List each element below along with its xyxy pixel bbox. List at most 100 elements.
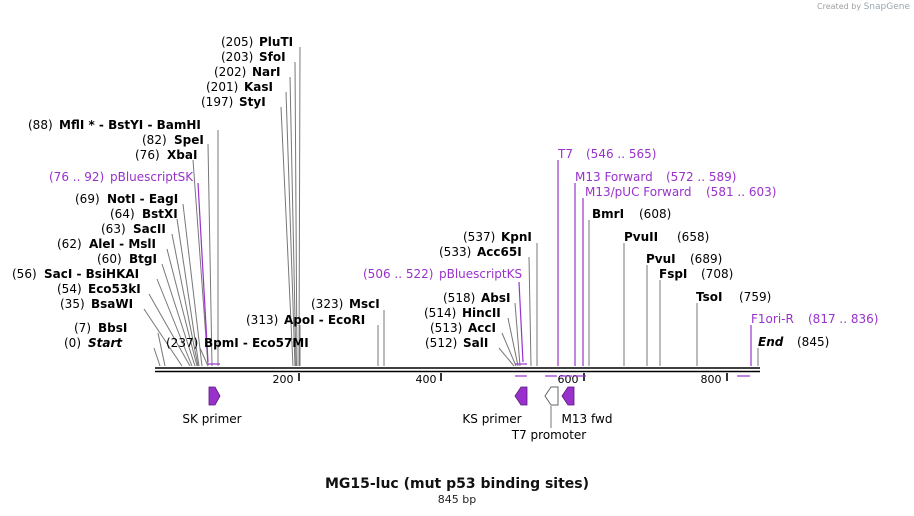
feature-labels: (76 .. 92) pBluescriptSK (506 .. 522) pBlu… xyxy=(49,147,878,326)
site-connector-lines xyxy=(143,46,759,367)
feature-name: M13/pUC Forward xyxy=(585,185,692,199)
feature-m13-forward: M13 Forward (572 .. 589) xyxy=(575,170,736,184)
site-pos: (512) xyxy=(425,336,457,350)
site-pos: (533) xyxy=(439,245,471,259)
m13-fwd-label: M13 fwd xyxy=(562,412,613,426)
site-name: SacII xyxy=(133,222,166,236)
site-pos: (237) xyxy=(166,336,198,350)
site-pos: (62) xyxy=(57,237,82,251)
feature-range: (546 .. 565) xyxy=(586,147,656,161)
site-name: BtgI xyxy=(129,252,157,266)
site-name: TsoI xyxy=(696,290,722,304)
site-pos: (197) xyxy=(201,95,233,109)
site-tsoi: TsoI (759) xyxy=(696,290,771,304)
site-name: XbaI xyxy=(167,148,197,162)
feature-pbluescriptsk: (76 .. 92) pBluescriptSK xyxy=(49,170,194,184)
site-pos: (759) xyxy=(739,290,771,304)
site-pos: (54) xyxy=(57,282,82,296)
site-name: BstXI xyxy=(142,207,178,221)
sk-primer-label: SK primer xyxy=(182,412,241,426)
feature-range: (506 .. 522) xyxy=(363,267,433,281)
site-pos: (513) xyxy=(430,321,462,335)
site-name: SpeI xyxy=(174,133,204,147)
site-pos: (76) xyxy=(135,148,160,162)
site-name: Eco53kI xyxy=(88,282,141,296)
plasmid-linear-map: 200 400 600 800 xyxy=(12,35,878,442)
sk-primer-arrow[interactable] xyxy=(208,386,221,406)
site-bmri: BmrI (608) xyxy=(592,207,671,221)
feature-range: (581 .. 603) xyxy=(706,185,776,199)
site-noti: (69) NotI - EagI xyxy=(75,192,178,206)
site-pos: (205) xyxy=(221,35,253,49)
ks-primer-arrow[interactable] xyxy=(514,386,528,406)
ruler-label-600: 600 xyxy=(558,373,579,386)
site-name: MflI * - BstYI - BamHI xyxy=(59,118,201,132)
ruler-label-400: 400 xyxy=(416,373,437,386)
site-name: BbsI xyxy=(98,321,127,335)
site-sali: (512) SalI xyxy=(425,336,488,350)
site-name: ApoI - EcoRI xyxy=(284,313,365,327)
site-absi: (518) AbsI xyxy=(443,291,510,305)
site-name: AccI xyxy=(468,321,496,335)
site-name: KasI xyxy=(244,80,273,94)
site-pos: (88) xyxy=(28,118,53,132)
site-bstxi: (64) BstXI xyxy=(110,207,178,221)
feature-name: pBluescriptKS xyxy=(439,267,522,281)
snapgene-credit: Created by SnapGene xyxy=(817,2,910,12)
site-name: NarI xyxy=(252,65,281,79)
site-pos: (313) xyxy=(246,313,278,327)
site-pos: (658) xyxy=(677,230,709,244)
ruler-label-200: 200 xyxy=(273,373,294,386)
site-kpni: (537) KpnI xyxy=(463,230,532,244)
t7-promoter-label: T7 promoter xyxy=(511,428,587,442)
site-bbsi: (7) BbsI xyxy=(74,321,127,335)
feature-name: M13 Forward xyxy=(575,170,653,184)
site-eco53ki: (54) Eco53kI xyxy=(57,282,141,296)
site-spei: (82) SpeI xyxy=(142,133,204,147)
credit-prefix: Created by xyxy=(817,2,862,11)
site-name: SalI xyxy=(463,336,488,350)
site-pos: (845) xyxy=(797,335,829,349)
feature-pbluescriptks: (506 .. 522) pBluescriptKS xyxy=(363,267,522,281)
ruler-label-800: 800 xyxy=(701,373,722,386)
feature-m13-puc-forward: M13/pUC Forward (581 .. 603) xyxy=(585,185,776,199)
site-end: End (845) xyxy=(758,335,829,349)
feature-t7: T7 (546 .. 565) xyxy=(557,147,656,161)
feature-name: pBluescriptSK xyxy=(110,170,194,184)
site-name: Start xyxy=(88,336,123,350)
site-msci: (323) MscI xyxy=(311,297,380,311)
feature-f1ori-r: F1ori-R (817 .. 836) xyxy=(751,312,878,326)
ks-primer-label: KS primer xyxy=(462,412,521,426)
site-name: PvuII xyxy=(624,230,658,244)
site-name: Acc65I xyxy=(477,245,522,259)
site-name: KpnI xyxy=(501,230,532,244)
site-fspi: FspI (708) xyxy=(659,267,733,281)
site-pos: (0) xyxy=(64,336,81,350)
site-pos: (69) xyxy=(75,192,100,206)
site-saci: (56) SacI - BsiHKAI xyxy=(12,267,139,281)
site-pos: (82) xyxy=(142,133,167,147)
site-name: NotI - EagI xyxy=(107,192,178,206)
site-xbai: (76) XbaI xyxy=(135,148,197,162)
site-alei: (62) AleI - MslI xyxy=(57,237,156,251)
site-name: BmrI xyxy=(592,207,624,221)
site-nari: (202) NarI xyxy=(214,65,281,79)
feature-range: (572 .. 589) xyxy=(666,170,736,184)
site-btgi: (60) BtgI xyxy=(97,252,157,266)
feature-range: (817 .. 836) xyxy=(808,312,878,326)
sequence-length: 845 bp xyxy=(437,493,477,506)
m13-fwd-arrow[interactable] xyxy=(561,386,575,406)
site-name: End xyxy=(758,335,784,349)
site-hincii: (514) HincII xyxy=(424,306,501,320)
site-start: (0) Start xyxy=(64,336,123,350)
site-pos: (203) xyxy=(221,50,253,64)
feature-name: T7 xyxy=(557,147,573,161)
t7-promoter-arrow[interactable] xyxy=(544,386,559,406)
map-title: MG15-luc (mut p53 binding sites) xyxy=(324,476,590,492)
site-pos: (56) xyxy=(12,267,37,281)
site-pos: (7) xyxy=(74,321,91,335)
site-sfoi: (203) SfoI xyxy=(221,50,286,64)
site-name: BsaWI xyxy=(91,297,133,311)
site-pvuii: PvuII (658) xyxy=(624,230,709,244)
site-pos: (60) xyxy=(97,252,122,266)
